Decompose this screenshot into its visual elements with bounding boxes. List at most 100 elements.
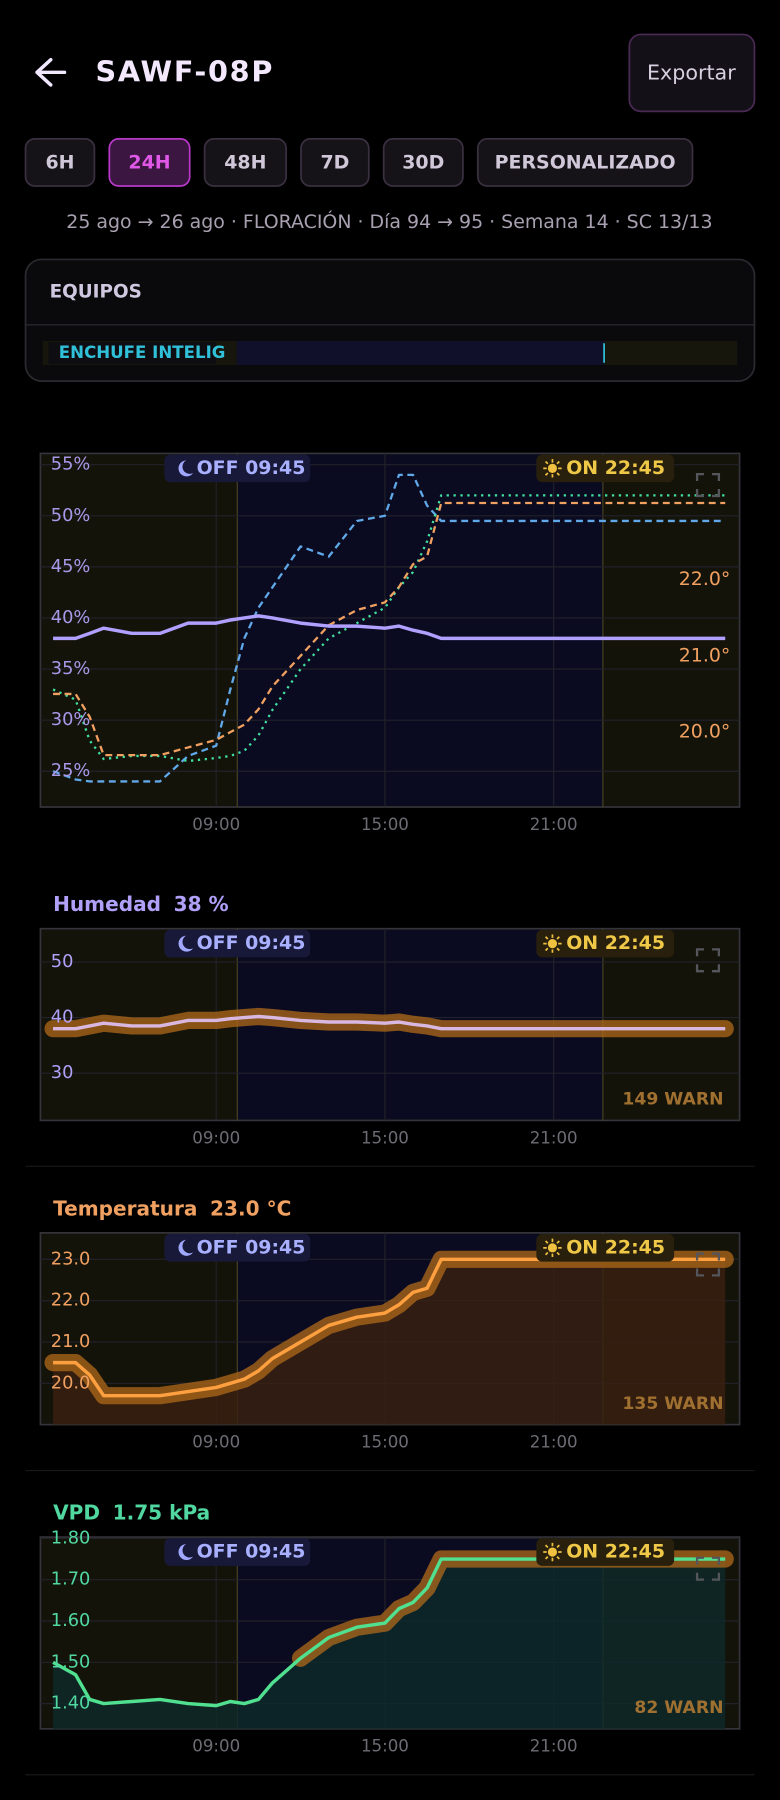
off-label: OFF 09:45: [197, 1541, 306, 1563]
off-badge: [164, 1538, 311, 1566]
range-selector: 6H 24H 48H 7D 30D PERSONALIZADO: [24, 138, 694, 187]
series-line: [53, 1014, 726, 1031]
range-button[interactable]: [476, 138, 694, 187]
range-button[interactable]: [24, 138, 96, 187]
sun-icon: [547, 939, 558, 949]
range-button[interactable]: [300, 138, 370, 187]
series-line: [52, 473, 726, 783]
y-tick-label: 20.0: [51, 1372, 91, 1393]
x-tick-label: 21:00: [530, 1128, 578, 1147]
x-tick-label: 21:00: [530, 1737, 578, 1756]
moon-icon: [178, 1544, 194, 1561]
off-label: OFF 09:45: [197, 932, 306, 954]
y-tick-label: 1.50: [51, 1651, 91, 1672]
moon-icon: [178, 935, 194, 952]
sun-rays: [543, 1238, 562, 1258]
on-label: ON 22:45: [566, 457, 665, 479]
y2-tick-label: 21.0°: [679, 644, 731, 666]
on-badge: [536, 1234, 675, 1262]
range-label: 7D: [320, 152, 349, 174]
equipment-label-bg: [48, 342, 217, 364]
expand-button[interactable]: [695, 1252, 721, 1277]
on-label: ON 22:45: [566, 1541, 665, 1563]
range-label: 30D: [402, 152, 444, 174]
equipment-title: EQUIPOS: [50, 282, 142, 303]
off-label: OFF 09:45: [197, 1236, 306, 1258]
warn-count: 149 WARN: [622, 1090, 723, 1110]
y-tick-label: 50: [51, 951, 74, 972]
series-line: [53, 614, 726, 641]
y-tick-label: 22.0: [51, 1290, 91, 1311]
area: [53, 1559, 726, 1729]
sun-rays: [543, 459, 562, 478]
sun-rays: [543, 1542, 562, 1562]
y2-tick-label: 20.0°: [679, 721, 731, 743]
export-button[interactable]: [628, 33, 756, 113]
x-tick-label: 21:00: [530, 1432, 578, 1451]
range-button[interactable]: [108, 138, 191, 187]
x-tick-label: 09:00: [192, 1128, 240, 1147]
device-title: SAWF-08P: [96, 54, 275, 88]
off-badge: [164, 454, 311, 483]
y-tick-label: 23.0: [51, 1248, 91, 1269]
y-tick-label: 35%: [51, 658, 91, 679]
on-label: ON 22:45: [566, 932, 665, 954]
current-value: 23.0 °C: [210, 1196, 291, 1220]
range-label: PERSONALIZADO: [495, 152, 676, 174]
off-badge: [164, 1234, 311, 1262]
series-line: [53, 501, 726, 757]
back-button[interactable]: [35, 57, 67, 87]
range-label: 24H: [128, 152, 170, 174]
moon-icon: [178, 1239, 194, 1256]
chart-title: Temperatura: [53, 1196, 197, 1220]
sun-icon: [547, 1547, 558, 1557]
range-button[interactable]: [203, 138, 287, 187]
chart-title: Humedad: [53, 892, 161, 916]
x-tick-label: 09:00: [192, 1737, 240, 1756]
series-line: [52, 1557, 726, 1708]
x-tick-label: 09:00: [192, 1432, 240, 1451]
moon-icon: [178, 460, 194, 477]
sun-rays: [543, 934, 562, 953]
range-label: 48H: [224, 152, 266, 174]
y-tick-label: 1.70: [51, 1569, 91, 1590]
y-tick-label: 30: [51, 1062, 74, 1083]
current-value: 1.75 kPa: [113, 1501, 211, 1525]
y-tick-label: 50%: [51, 505, 91, 526]
expand-button[interactable]: [695, 1556, 721, 1581]
warn-count: 82 WARN: [634, 1698, 723, 1718]
y-tick-label: 1.60: [51, 1610, 91, 1631]
range-button[interactable]: [382, 138, 464, 187]
sun-icon: [547, 463, 558, 473]
off-label: OFF 09:45: [197, 457, 306, 479]
sun-icon: [547, 1243, 558, 1253]
y-tick-label: 25%: [51, 760, 91, 781]
series-line: [53, 1257, 726, 1398]
day-region: [41, 454, 238, 806]
y-tick-label: 45%: [51, 556, 91, 577]
export-label: Exportar: [647, 60, 736, 84]
on-badge: [536, 1538, 675, 1566]
range-label: 6H: [45, 152, 74, 174]
on-badge: [536, 929, 675, 958]
day-region: [602, 454, 739, 806]
x-tick-label: 15:00: [361, 1737, 409, 1756]
x-tick-label: 15:00: [361, 1128, 409, 1147]
expand-button[interactable]: [695, 472, 721, 498]
x-tick-label: 09:00: [192, 815, 240, 834]
on-badge: [536, 454, 675, 483]
off-badge: [164, 929, 311, 958]
expand-button[interactable]: [695, 948, 721, 973]
warn-count: 135 WARN: [622, 1394, 723, 1414]
x-tick-label: 15:00: [361, 815, 409, 834]
info-line: 25 ago → 26 ago · FLORACIÓN · Día 94 → 9…: [66, 209, 712, 233]
y-tick-label: 21.0: [51, 1331, 91, 1352]
y-tick-label: 40%: [51, 607, 91, 628]
y-tick-label: 55%: [51, 454, 91, 475]
y2-tick-label: 22.0°: [679, 568, 731, 590]
x-tick-label: 21:00: [530, 815, 578, 834]
area: [53, 1259, 726, 1425]
y-tick-label: 30%: [51, 709, 91, 730]
